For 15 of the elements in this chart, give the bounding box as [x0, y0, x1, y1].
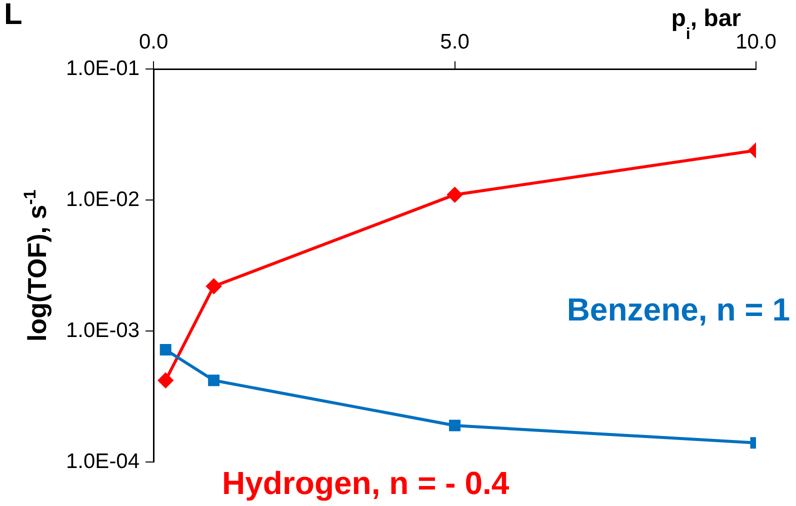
point — [206, 278, 222, 294]
y-tick-label: 1.0E-02 — [66, 188, 140, 211]
point — [160, 344, 172, 356]
text: Hydrogen, n = - 0.4 — [222, 465, 510, 501]
text: Benzene, n = 1 — [566, 292, 790, 328]
y-tick-label: 1.0E-04 — [66, 450, 140, 473]
y-axis-title: log(TOF), s-1 — [20, 190, 52, 342]
y-tick-label: 1.0E-03 — [66, 318, 140, 342]
text: L — [4, 0, 22, 31]
point — [208, 374, 220, 386]
x-tick-label: 5.0 — [440, 30, 470, 54]
point — [447, 187, 462, 202]
x-tick-label: 0.0 — [138, 30, 168, 54]
y-tick-label: 1.0E-01 — [66, 56, 140, 80]
point — [158, 372, 174, 388]
